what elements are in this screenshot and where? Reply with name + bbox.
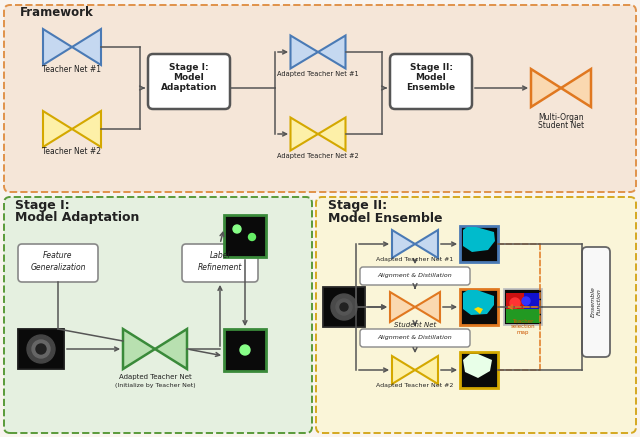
Polygon shape — [291, 118, 318, 150]
Polygon shape — [415, 230, 438, 258]
Polygon shape — [155, 329, 187, 369]
FancyBboxPatch shape — [4, 5, 636, 192]
Text: Stage II:: Stage II: — [328, 198, 387, 212]
Polygon shape — [291, 35, 318, 69]
Polygon shape — [72, 29, 101, 65]
Text: Multi-Organ: Multi-Organ — [538, 112, 584, 121]
FancyBboxPatch shape — [582, 247, 610, 357]
Polygon shape — [318, 35, 346, 69]
Text: Model: Model — [173, 73, 204, 81]
FancyBboxPatch shape — [360, 267, 470, 285]
Circle shape — [233, 225, 241, 233]
FancyBboxPatch shape — [182, 244, 258, 282]
Text: Feature: Feature — [44, 252, 73, 260]
Text: Stage II:: Stage II: — [410, 62, 452, 72]
Text: Stage I:: Stage I: — [15, 198, 70, 212]
Circle shape — [32, 340, 50, 358]
Text: Framework: Framework — [20, 6, 93, 18]
Bar — [460, 226, 498, 262]
Polygon shape — [43, 111, 72, 147]
Polygon shape — [318, 118, 346, 150]
Circle shape — [510, 298, 520, 308]
Circle shape — [248, 233, 255, 240]
FancyBboxPatch shape — [360, 329, 470, 347]
Polygon shape — [392, 230, 415, 258]
Polygon shape — [463, 290, 494, 315]
Text: Adapted Teacher Net: Adapted Teacher Net — [118, 374, 191, 380]
Text: Ensemble
Function: Ensemble Function — [591, 287, 602, 317]
Polygon shape — [561, 69, 591, 107]
Polygon shape — [72, 111, 101, 147]
Text: Model Ensemble: Model Ensemble — [328, 212, 442, 225]
Text: Teacher
selection
map: Teacher selection map — [511, 319, 535, 335]
Bar — [224, 215, 266, 257]
Text: Student Net: Student Net — [394, 322, 436, 328]
Text: Adapted Teacher Net #2: Adapted Teacher Net #2 — [376, 384, 454, 388]
Bar — [506, 293, 524, 309]
Text: Teacher Net #2: Teacher Net #2 — [42, 148, 102, 156]
Text: Model Adaptation: Model Adaptation — [15, 212, 140, 225]
Text: Student Net: Student Net — [538, 121, 584, 131]
Text: Refinement: Refinement — [198, 263, 242, 271]
Polygon shape — [43, 29, 72, 65]
Polygon shape — [392, 356, 415, 384]
FancyBboxPatch shape — [4, 197, 312, 433]
Polygon shape — [474, 307, 483, 314]
Bar — [460, 352, 498, 388]
Circle shape — [336, 299, 352, 315]
FancyBboxPatch shape — [316, 197, 636, 433]
Polygon shape — [415, 292, 440, 322]
Polygon shape — [531, 69, 561, 107]
Polygon shape — [390, 292, 415, 322]
Text: Adapted Teacher Net #1: Adapted Teacher Net #1 — [277, 71, 359, 77]
Text: Generalization: Generalization — [30, 263, 86, 271]
Bar — [506, 309, 540, 323]
Text: (Initialize by Teacher Net): (Initialize by Teacher Net) — [115, 384, 195, 388]
FancyBboxPatch shape — [18, 244, 98, 282]
Text: Teacher Net #1: Teacher Net #1 — [42, 66, 102, 74]
FancyBboxPatch shape — [390, 54, 472, 109]
Bar — [18, 329, 64, 369]
Text: Alignment & Distillation: Alignment & Distillation — [378, 336, 452, 340]
Bar — [323, 287, 365, 327]
Bar — [504, 289, 542, 325]
Circle shape — [331, 294, 357, 320]
Polygon shape — [123, 329, 155, 369]
Text: Label: Label — [210, 252, 230, 260]
Text: Alignment & Distillation: Alignment & Distillation — [378, 274, 452, 278]
Circle shape — [340, 303, 348, 311]
Circle shape — [27, 335, 55, 363]
Bar — [524, 293, 540, 309]
Text: Model: Model — [415, 73, 446, 81]
Bar — [460, 289, 498, 325]
Text: Adapted Teacher Net #2: Adapted Teacher Net #2 — [277, 153, 359, 159]
Circle shape — [240, 345, 250, 355]
Bar — [224, 329, 266, 371]
Text: Adaptation: Adaptation — [161, 83, 217, 91]
Polygon shape — [463, 227, 495, 252]
Text: Stage I:: Stage I: — [169, 62, 209, 72]
Text: Adapted Teacher Net #1: Adapted Teacher Net #1 — [376, 257, 454, 263]
Text: Ensemble: Ensemble — [406, 83, 456, 91]
Circle shape — [36, 344, 46, 354]
FancyBboxPatch shape — [148, 54, 230, 109]
Circle shape — [522, 297, 530, 305]
Polygon shape — [415, 356, 438, 384]
Polygon shape — [463, 354, 492, 378]
